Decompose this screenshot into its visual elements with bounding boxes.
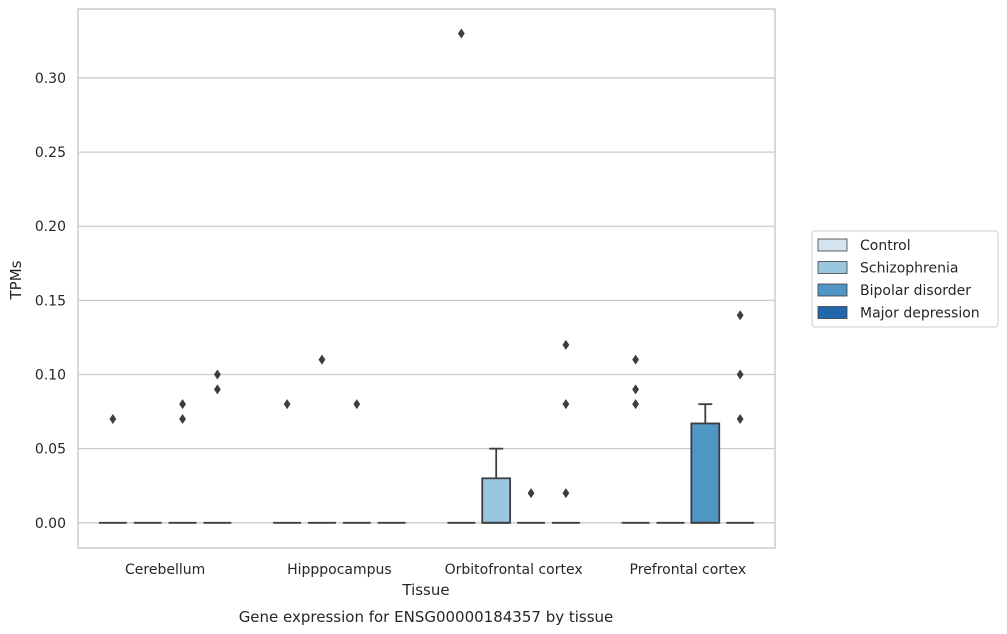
box: [690, 422, 721, 524]
legend-label: Schizophrenia: [860, 261, 958, 277]
x-axis-label: Tissue: [401, 581, 449, 599]
legend-label: Major depression: [860, 306, 980, 322]
outlier-point: [632, 399, 639, 410]
boxes-layer: [98, 28, 755, 524]
outlier-point: [457, 28, 465, 39]
x-axis-ticks: Cerebellum Hipppocampus Orbitofrontal cort…: [125, 562, 746, 578]
outlier-point: [736, 369, 744, 380]
x-tick-label: Orbitofrontal cortex: [445, 562, 583, 578]
outlier-point: [562, 399, 570, 410]
x-tick-label: Prefrontal cortex: [630, 562, 747, 578]
y-tick-label: 0.05: [35, 442, 66, 458]
outlier-point: [562, 339, 570, 350]
plot-frame: [77, 8, 776, 549]
legend-label: Bipolar disorder: [860, 283, 971, 299]
legend-swatch: [817, 261, 848, 274]
chart-caption: Gene expression for ENSG00000184357 by t…: [239, 608, 614, 626]
outlier-point: [109, 413, 117, 424]
x-tick-label: Cerebellum: [125, 562, 205, 578]
outlier-point: [736, 310, 744, 321]
outlier-point: [632, 354, 639, 365]
gridlines: [78, 77, 775, 524]
outlier-point: [214, 369, 221, 380]
y-axis-label: TPMs: [7, 260, 25, 300]
y-tick-label: 0.15: [35, 293, 66, 309]
x-tick-label: Hipppocampus: [287, 562, 392, 578]
legend-swatch: [817, 283, 848, 297]
legend: Control Schizophrenia Bipolar disorder Majo…: [811, 230, 999, 328]
legend-swatch: [817, 238, 848, 252]
outlier-point: [179, 413, 186, 424]
outlier-point: [353, 399, 361, 410]
y-tick-label: 0.25: [35, 145, 66, 161]
outlier-point: [736, 413, 744, 424]
legend-label: Control: [860, 238, 911, 254]
legend-swatch: [817, 306, 848, 319]
y-tick-label: 0.10: [35, 368, 66, 384]
outlier-point: [318, 354, 326, 365]
outlier-point: [632, 384, 639, 395]
box: [481, 477, 512, 524]
outlier-point: [179, 399, 186, 410]
y-tick-label: 0.30: [35, 71, 66, 87]
outlier-point: [214, 384, 221, 395]
y-axis-ticks: 0.00 0.05 0.10 0.15 0.20 0.25 0.30: [35, 71, 66, 532]
outlier-point: [283, 399, 291, 410]
y-tick-label: 0.00: [35, 516, 66, 532]
outlier-point: [562, 488, 570, 499]
y-tick-label: 0.20: [35, 219, 66, 235]
outlier-point: [527, 488, 535, 499]
legend-frame: [811, 230, 999, 328]
